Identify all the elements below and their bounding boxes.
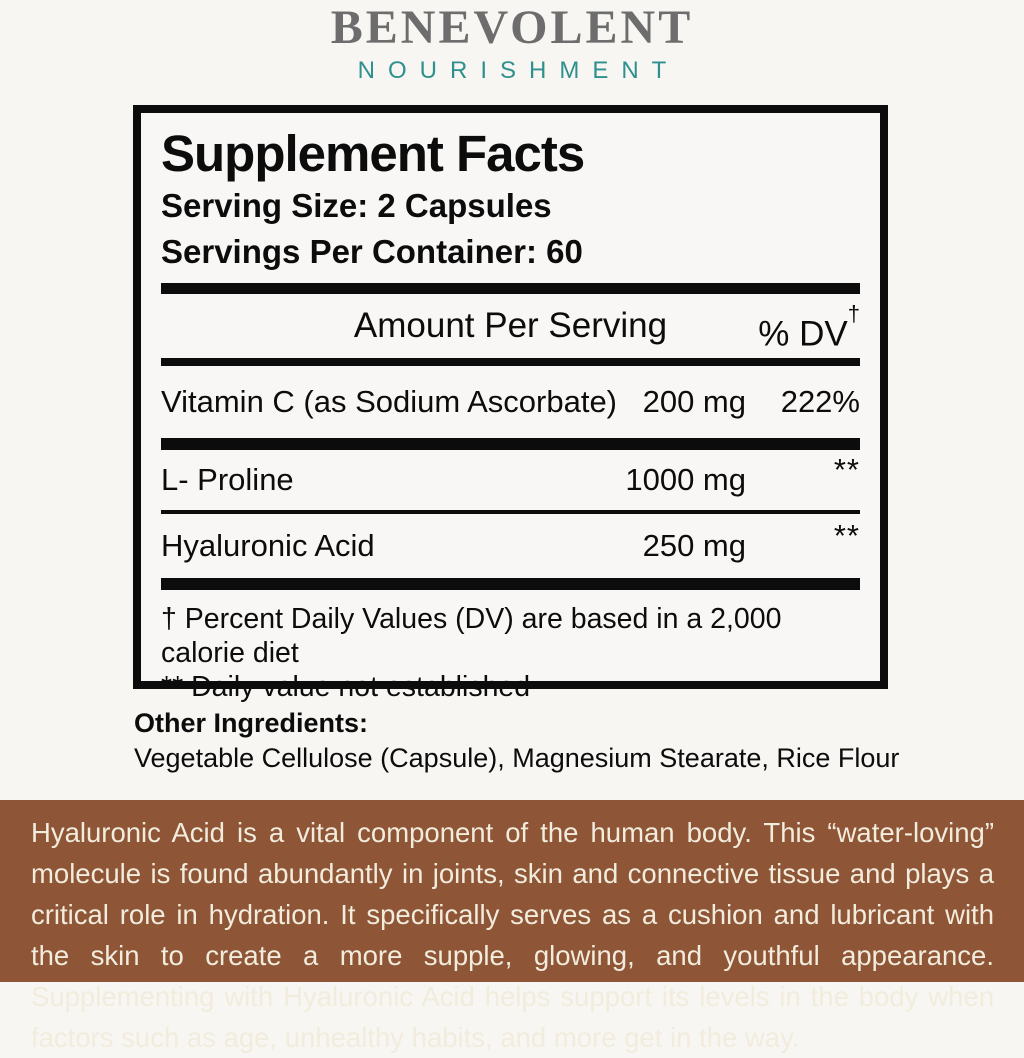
amount-per-serving-header: Amount Per Serving bbox=[353, 306, 668, 345]
nutrient-name: Hyaluronic Acid bbox=[161, 528, 375, 563]
table-header: Amount Per Serving % DV† bbox=[161, 294, 860, 358]
nutrient-amount: 200 mg bbox=[642, 384, 746, 419]
nutrient-amount: 1000 mg bbox=[625, 462, 746, 497]
percent-dv-header: % DV† bbox=[758, 294, 860, 367]
brand-tagline: NOURISHMENT bbox=[357, 57, 680, 84]
divider-thick bbox=[161, 283, 860, 294]
footnote-daily-values: † Percent Daily Values (DV) are based in… bbox=[161, 603, 782, 669]
other-ingredients-section: Other Ingredients: Vegetable Cellulose (… bbox=[134, 705, 1024, 775]
nutrient-dv: ** bbox=[833, 452, 860, 487]
nutrient-amount: 250 mg bbox=[642, 528, 746, 563]
table-row-vitamin-c: Vitamin C (as Sodium Ascorbate) 200 mg 2… bbox=[161, 366, 860, 438]
brand-name: BENEVOLENT bbox=[330, 1, 694, 54]
percent-dv-label: % DV bbox=[758, 314, 848, 354]
nutrient-name: Vitamin C (as Sodium Ascorbate) bbox=[161, 384, 618, 419]
description-text: Hyaluronic Acid is a vital component of … bbox=[31, 817, 994, 1053]
nutrient-dv: ** bbox=[833, 518, 860, 553]
table-row-hyaluronic-acid: Hyaluronic Acid 250 mg ** bbox=[161, 514, 860, 578]
divider-thin bbox=[161, 510, 860, 514]
divider-medium bbox=[161, 358, 860, 366]
other-ingredients-list: Vegetable Cellulose (Capsule), Magnesium… bbox=[134, 743, 900, 773]
nutrient-dv: 222% bbox=[780, 384, 860, 419]
supplement-facts-panel: Supplement Facts Serving Size: 2 Capsule… bbox=[133, 105, 888, 703]
dagger-symbol: † bbox=[847, 301, 860, 326]
divider-thick bbox=[161, 578, 860, 590]
serving-size: Serving Size: 2 Capsules bbox=[161, 187, 552, 224]
panel-title: Supplement Facts bbox=[161, 125, 585, 182]
divider-thick bbox=[161, 438, 860, 450]
description-banner: Hyaluronic Acid is a vital component of … bbox=[0, 800, 1024, 1053]
nutrient-name: L- Proline bbox=[161, 462, 294, 497]
brand-logo: BENEVOLENT NOURISHMENT bbox=[0, 0, 1024, 84]
table-row-l-proline: L- Proline 1000 mg ** bbox=[161, 450, 860, 510]
other-ingredients-label: Other Ingredients: bbox=[134, 708, 369, 738]
footnote-not-established: ** Daily value not established bbox=[161, 671, 531, 703]
servings-per-container: Servings Per Container: 60 bbox=[161, 233, 583, 270]
